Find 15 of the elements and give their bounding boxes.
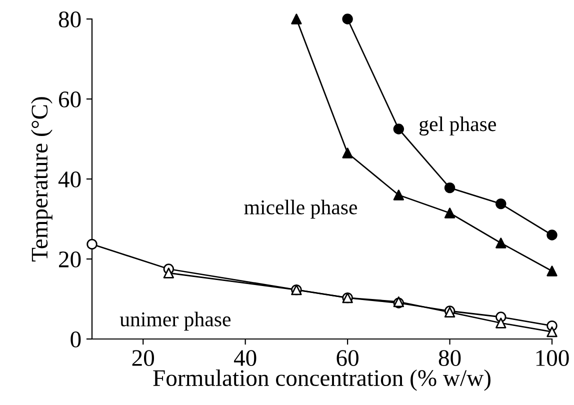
- y-tick-label: 40: [58, 171, 81, 188]
- y-axis-title: Temperature (°C): [31, 97, 52, 262]
- y-tick-label: 0: [70, 331, 81, 348]
- y-tick-label: 20: [59, 251, 81, 268]
- y-tick-label: 60: [58, 91, 81, 108]
- x-tick-label: 40: [234, 350, 256, 366]
- x-tick-label: 20: [132, 350, 154, 366]
- x-tick-label: 100: [536, 350, 569, 366]
- x-axis-title: Formulation concentration (% w/w): [153, 369, 490, 391]
- annotation: gel phase: [419, 116, 496, 136]
- annotation: micelle phase: [244, 200, 358, 219]
- y-tick-label: 80: [58, 11, 81, 28]
- x-tick-label: 60: [336, 350, 358, 366]
- annotation: unimer phase: [120, 312, 231, 331]
- x-tick-label: 80: [438, 350, 461, 366]
